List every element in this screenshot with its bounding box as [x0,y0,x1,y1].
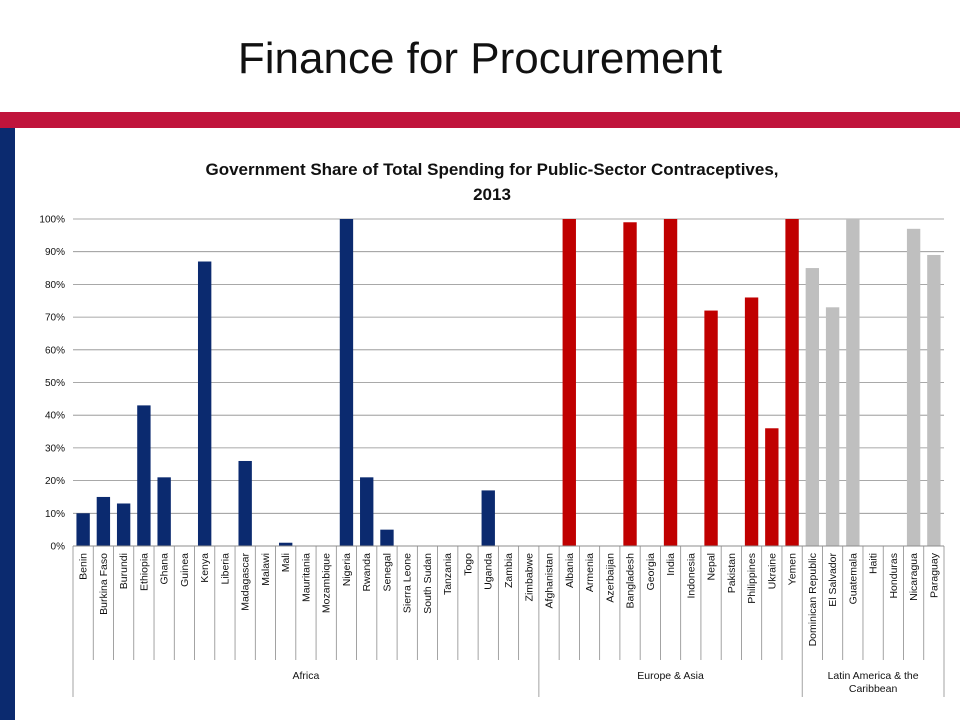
category-label: Togo [462,553,474,576]
bar [238,460,252,546]
red-accent-band [0,112,960,128]
category-label: Albania [564,553,576,588]
category-label: Paraguay [928,552,940,598]
bar [157,477,171,546]
category-label: Mauritania [300,553,312,602]
category-label: Guinea [179,553,191,587]
bar [279,542,293,546]
bar [137,405,151,546]
category-label: Mozambique [321,553,333,613]
category-label: Philippines [746,553,758,604]
category-label: Azerbaijan [604,553,616,603]
y-tick-label: 10% [45,509,65,520]
category-label: India [665,553,677,576]
category-label: Nigeria [341,553,353,586]
y-tick-label: 60% [45,345,65,356]
category-label: Armenia [584,553,596,592]
category-label: Indonesia [685,553,697,599]
plot-area: 0% 10% 20% 30% 40% 50% 60% 70% 80% 90% 100% Benin Bu… [39,215,945,697]
category-label: Afghanistan [544,553,556,609]
category-label: Ukraine [766,553,778,589]
bar [785,219,799,546]
category-label: Kenya [199,553,211,583]
bar [197,261,212,546]
category-label: Liberia [219,553,231,585]
category-label: Zambia [503,553,515,588]
category-label: Burundi [118,553,130,589]
category-label: Yemen [787,553,799,585]
y-tick-label: 70% [45,313,65,324]
category-label: South Sudan [422,553,434,614]
category-label: Uganda [483,553,495,590]
category-label: Sierra Leone [402,553,414,613]
category-label: Ethiopia [138,553,150,591]
bar [663,219,678,546]
category-label: Georgia [645,553,657,591]
bar [765,428,779,546]
bar [339,219,354,546]
navy-side-bar [0,128,15,720]
bar [906,228,921,546]
category-label: Burkina Faso [98,553,110,615]
category-label: Mali [280,553,292,572]
bar [704,310,718,546]
category-label: Nicaragua [908,553,920,601]
group-label: Latin America & the [828,670,919,682]
category-label: Senegal [381,553,393,592]
y-tick-label: 0% [51,542,66,553]
category-label: Guatemala [847,553,859,605]
category-label: Zimbabwe [523,553,535,602]
bar [805,268,820,546]
category-label: Tanzania [442,553,454,595]
category-label: Pakistan [726,553,738,593]
bar [623,222,637,546]
bar [481,490,495,546]
category-label: El Salvador [827,553,839,607]
category-label: Haiti [868,553,880,574]
group-label: Africa [293,670,320,682]
category-label: Ghana [159,553,171,585]
group-label: Caribbean [849,683,898,695]
bar [744,297,759,546]
bar [116,503,131,546]
group-label: Europe & Asia [637,670,704,682]
y-tick-label: 20% [45,476,65,487]
category-label: Dominican Republic [807,553,819,646]
category-label: Madagascar [240,552,252,610]
bar [825,307,840,546]
bar [96,496,111,546]
y-tick-label: 50% [45,378,65,389]
category-label: Malawi [260,553,272,586]
bar [562,219,576,546]
y-tick-label: 40% [45,411,65,422]
bar [360,477,374,546]
category-label: Nepal [706,553,718,580]
y-tick-label: 100% [39,215,65,226]
category-label: Honduras [888,553,900,599]
bar [927,254,941,546]
y-tick-label: 90% [45,247,65,258]
bar [846,219,860,546]
chart-title-line-1: Government Share of Total Spending for P… [205,160,778,179]
y-tick-label: 80% [45,280,65,291]
bar [76,513,90,546]
category-label: Rwanda [361,553,373,592]
y-tick-label: 30% [45,443,65,454]
bar [380,529,394,546]
category-label: Bangladesh [625,553,637,609]
chart-title-line-2: 2013 [473,185,511,204]
category-label: Benin [78,553,90,580]
slide-title: Finance for Procurement [237,34,723,83]
